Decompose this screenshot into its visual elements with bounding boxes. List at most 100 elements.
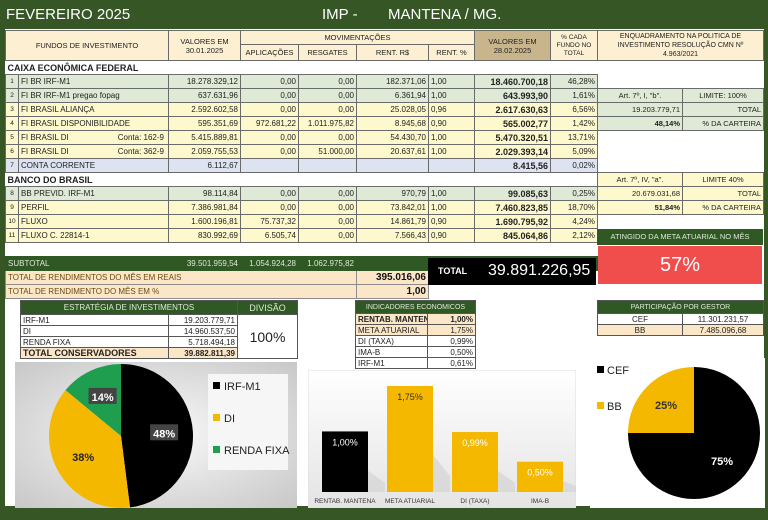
total-label: TOTAL xyxy=(438,266,468,276)
pie-slice-di xyxy=(48,390,131,508)
row-number: 6 xyxy=(5,144,19,159)
fund-name: FI BRASIL DI xyxy=(21,147,69,156)
rent-pct: 0,90 xyxy=(428,228,475,243)
resgates: 0,00 xyxy=(298,74,357,89)
pie-slice-bb xyxy=(628,367,694,433)
indicator-label: META ATUARIAL xyxy=(355,324,428,336)
strategy-total-label: TOTAL CONSERVADORES xyxy=(20,347,169,359)
strategy-total-value: 39.882.811,39 xyxy=(168,347,238,359)
pct-fund: 5,09% xyxy=(550,144,598,159)
rent-rs: 25.028,05 xyxy=(356,102,429,117)
month-title: FEVEREIRO 2025 xyxy=(6,6,131,23)
bar-category-label: META ATUARIAL xyxy=(385,498,435,505)
fund-row: 1 FI BR IRF-M1 18.278.329,12 0,00 0,00 182.37… xyxy=(5,74,598,89)
value-start: 18.278.329,12 xyxy=(168,74,241,89)
value-end: 8.415,56 xyxy=(474,158,551,173)
legend-label: IRF-M1 xyxy=(224,381,261,393)
indicator-label: IRF-M1 xyxy=(355,357,428,369)
rent-pct: 1,00 xyxy=(428,144,475,159)
value-start: 1.600.196,81 xyxy=(168,214,241,229)
strategy-label: DI xyxy=(20,325,169,337)
fund-row: 9 PERFIL 7.386.981,84 0,00 0,00 73.842,01 1,00… xyxy=(5,200,598,215)
subtotal-resg: 1.062.975,82 xyxy=(298,256,357,271)
fund-name: FLUXO C. 22814-1 xyxy=(21,231,90,240)
header-apl: APLICAÇÕES xyxy=(240,44,299,61)
strategy-table: ESTRATÉGIA DE INVESTIMENTOS DIVISÃO IRF-M… xyxy=(20,300,298,359)
bar-2 xyxy=(452,432,498,492)
value-end: 845.064,86 xyxy=(474,228,551,243)
aplicacoes: 0,00 xyxy=(240,74,299,89)
bar-0 xyxy=(322,431,368,492)
fund-name: FI BR IRF-M1 pregao fopag xyxy=(21,91,120,100)
row-number: 9 xyxy=(5,200,19,215)
subtotal-v0: 39.501.959,54 xyxy=(168,256,241,271)
bar-value-label: 1,75% xyxy=(397,392,423,402)
fund-row: 4 FI BRASIL DISPONIBILIDADE 595.351,69 972.… xyxy=(5,116,598,131)
city-title: MANTENA / MG. xyxy=(388,6,502,23)
policy-b-total: 20.679.031,68 xyxy=(597,186,683,201)
rend-pct-label: TOTAL DE RENDIMENTO DO MÊS EM % xyxy=(5,284,357,299)
resgates: 0,00 xyxy=(298,228,357,243)
aplicacoes: 0,00 xyxy=(240,102,299,117)
header-val-end: VALORES EM 28.02.2025 xyxy=(474,30,551,61)
pie-label: 14% xyxy=(92,392,114,404)
rent-rs: 970,79 xyxy=(356,186,429,201)
fund-row: 11 FLUXO C. 22814-1 830.992,69 6.505,74 0,00… xyxy=(5,228,598,243)
fund-name: PERFIL xyxy=(21,203,50,212)
row-number: 10 xyxy=(5,214,19,229)
indicators-header: INDICADORES ECONOMICOS xyxy=(355,300,476,314)
aplicacoes: 0,00 xyxy=(240,186,299,201)
header-resg: RESGATES xyxy=(298,44,357,61)
gestor-header: PARTICIPAÇÃO POR GESTOR xyxy=(596,300,765,314)
aplicacoes: 0,00 xyxy=(240,88,299,103)
aplicacoes: 6.505,74 xyxy=(240,228,299,243)
value-start: 5.415.889,81 xyxy=(168,130,241,145)
value-start: 2.592.602,58 xyxy=(168,102,241,117)
fund-name: BB PREVID. IRF-M1 xyxy=(21,189,95,198)
legend-label: RENDA FIXA xyxy=(224,445,290,457)
total-box: TOTAL 39.891.226,95 xyxy=(428,258,596,285)
row-number: 8 xyxy=(5,186,19,201)
policy-b-limit: LIMITE 40% xyxy=(682,172,764,187)
fund-name: FI BRASIL ALIANÇA xyxy=(21,105,95,114)
legend-box xyxy=(208,374,288,470)
indicator-value: 1,75% xyxy=(427,324,476,336)
pie-label: 75% xyxy=(711,456,733,468)
gestor-value: 11.301.231,57 xyxy=(681,313,765,325)
pct-fund: 0,02% xyxy=(550,158,598,173)
value-start: 98.114,84 xyxy=(168,186,241,201)
pct-fund: 46,28% xyxy=(550,74,598,89)
fund-name: FI BR IRF-M1 xyxy=(21,77,71,86)
header-rent-pct: RENT. % xyxy=(428,44,475,61)
resgates: 0,00 xyxy=(298,214,357,229)
fund-row: 10 FLUXO 1.600.196,81 75.737,32 0,00 14.861,7… xyxy=(5,214,598,229)
bar-3 xyxy=(517,461,563,492)
bar-shadow xyxy=(498,471,515,492)
indicator-value: 0,50% xyxy=(427,346,476,358)
value-end: 5.470.320,51 xyxy=(474,130,551,145)
policy-a-limit: LIMITE: 100% xyxy=(682,88,764,103)
rent-rs: 54.430,70 xyxy=(356,130,429,145)
pct-fund: 1,61% xyxy=(550,88,598,103)
subtotal-label: SUBTOTAL xyxy=(5,256,169,271)
rent-pct: 1,00 xyxy=(428,130,475,145)
rent-rs xyxy=(356,158,429,173)
rent-rs: 182.371,06 xyxy=(356,74,429,89)
resgates: 1.011.975,82 xyxy=(298,116,357,131)
policy-b-total-label: TOTAL xyxy=(682,186,764,201)
indicators-bar-chart: 1,00% RENTAB. MANTENA 1,75% META ATUARIAL 0,… xyxy=(308,370,576,508)
policy-header: ENQUADRAMENTO NA POLITICA DE INVESTIMENT… xyxy=(597,30,764,61)
bar-category-label: RENTAB. MANTENA xyxy=(314,498,376,505)
fund-account: Conta: 162-9 xyxy=(117,133,164,142)
bar-value-label: 0,50% xyxy=(527,468,553,478)
legend-swatch xyxy=(213,382,220,389)
bar-category-label: DI (TAXA) xyxy=(460,498,489,505)
rent-rs: 8.945,68 xyxy=(356,116,429,131)
value-start: 2.059.755,53 xyxy=(168,144,241,159)
strategy-label: RENDA FIXA xyxy=(20,336,169,348)
pct-fund: 1,42% xyxy=(550,116,598,131)
value-start: 595.351,69 xyxy=(168,116,241,131)
gestor-label: CEF xyxy=(597,313,683,325)
legend-swatch xyxy=(213,414,220,421)
title-bar: FEVEREIRO 2025 IMP - MANTENA / MG. xyxy=(0,0,768,28)
